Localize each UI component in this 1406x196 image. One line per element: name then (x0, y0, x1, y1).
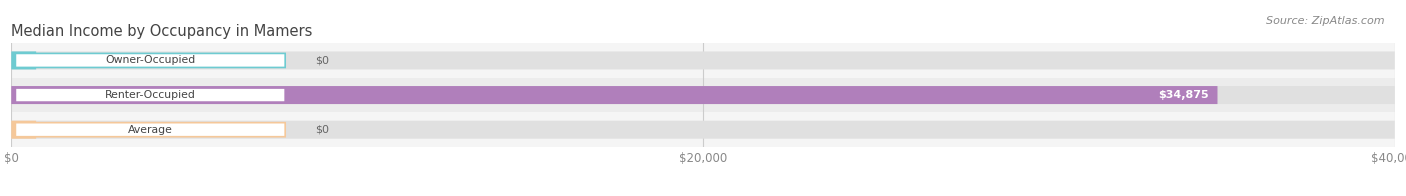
Text: $34,875: $34,875 (1159, 90, 1209, 100)
FancyBboxPatch shape (11, 121, 1395, 139)
FancyBboxPatch shape (15, 54, 285, 67)
FancyBboxPatch shape (15, 88, 285, 102)
Text: Median Income by Occupancy in Mamers: Median Income by Occupancy in Mamers (11, 24, 312, 39)
FancyBboxPatch shape (11, 86, 1395, 104)
Text: $0: $0 (315, 55, 329, 65)
Text: Renter-Occupied: Renter-Occupied (105, 90, 195, 100)
Bar (11, 43, 1395, 78)
Bar (11, 78, 1395, 112)
FancyBboxPatch shape (11, 86, 1218, 104)
Text: Average: Average (128, 125, 173, 135)
FancyBboxPatch shape (11, 51, 1395, 69)
Bar (11, 112, 1395, 147)
FancyBboxPatch shape (11, 121, 37, 139)
Text: Owner-Occupied: Owner-Occupied (105, 55, 195, 65)
Text: $0: $0 (315, 125, 329, 135)
FancyBboxPatch shape (15, 123, 285, 137)
Text: Source: ZipAtlas.com: Source: ZipAtlas.com (1267, 16, 1385, 26)
FancyBboxPatch shape (11, 51, 37, 69)
